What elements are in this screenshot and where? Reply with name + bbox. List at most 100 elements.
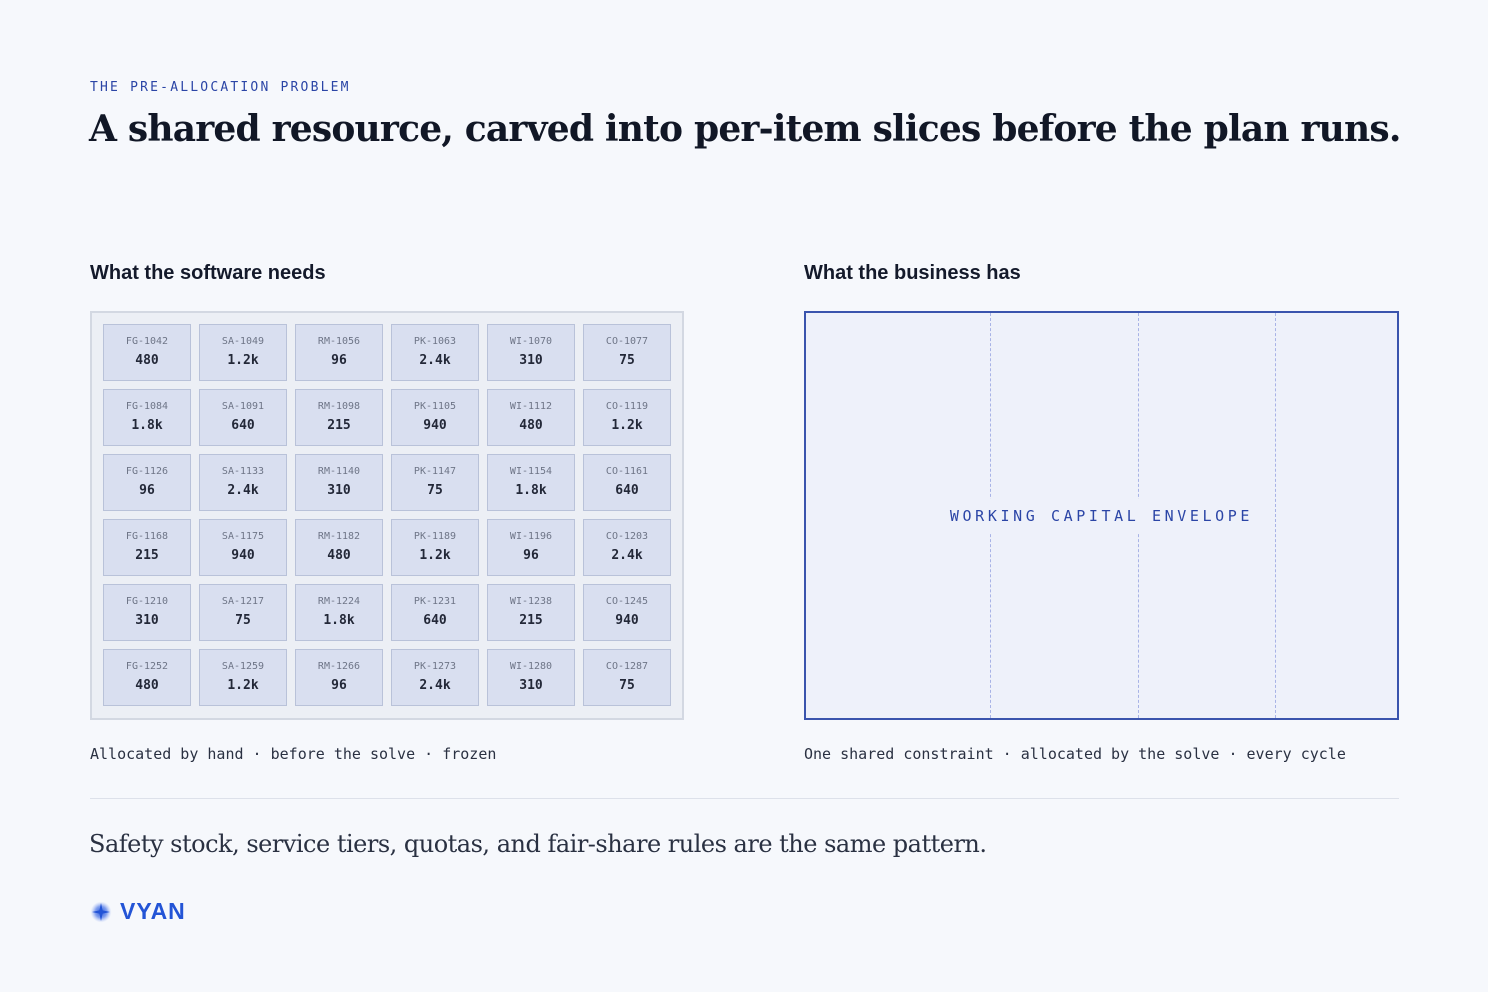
allocation-cell: WI-1112 480	[487, 389, 575, 446]
item-allocation-value: 75	[619, 678, 635, 693]
brand: VYAN	[90, 898, 186, 925]
item-allocation-value: 1.8k	[131, 418, 163, 433]
item-allocation-value: 1.8k	[515, 483, 547, 498]
item-allocation-value: 310	[135, 613, 159, 628]
item-code: CO-1203	[605, 531, 649, 542]
left-column-title: What the software needs	[90, 262, 326, 284]
item-code: RM-1098	[317, 401, 361, 412]
allocation-cell: RM-1140 310	[295, 454, 383, 511]
allocation-cell: WI-1280 310	[487, 649, 575, 706]
allocation-cell: WI-1196 96	[487, 519, 575, 576]
item-allocation-grid: FG-1042 480 SA-1049 1.2k RM-1056 96 PK-1063 2.4…	[90, 311, 684, 720]
allocation-cell: CO-1119 1.2k	[583, 389, 671, 446]
allocation-cell: SA-1259 1.2k	[199, 649, 287, 706]
item-allocation-value: 215	[327, 418, 351, 433]
item-allocation-value: 75	[235, 613, 251, 628]
item-code: PK-1063	[413, 336, 457, 347]
item-code: PK-1231	[413, 596, 457, 607]
allocation-cell: FG-1084 1.8k	[103, 389, 191, 446]
item-code: RM-1224	[317, 596, 361, 607]
item-allocation-value: 640	[615, 483, 639, 498]
item-code: CO-1245	[605, 596, 649, 607]
brand-name: VYAN	[120, 898, 186, 924]
item-allocation-value: 310	[519, 678, 543, 693]
item-allocation-value: 310	[519, 353, 543, 368]
item-code: CO-1161	[605, 466, 649, 477]
allocation-cell: RM-1224 1.8k	[295, 584, 383, 641]
item-allocation-value: 640	[231, 418, 255, 433]
envelope-label: WORKING CAPITAL ENVELOPE	[941, 499, 1262, 533]
item-code: SA-1175	[221, 531, 265, 542]
allocation-cell: CO-1077 75	[583, 324, 671, 381]
allocation-cell: PK-1273 2.4k	[391, 649, 479, 706]
left-caption: Allocated by hand · before the solve · f…	[90, 745, 497, 763]
allocation-cell: CO-1161 640	[583, 454, 671, 511]
footnote: Safety stock, service tiers, quotas, and…	[89, 830, 987, 858]
item-code: RM-1266	[317, 661, 361, 672]
item-allocation-value: 2.4k	[419, 353, 451, 368]
envelope-divider	[1275, 313, 1276, 718]
allocation-cell: FG-1126 96	[103, 454, 191, 511]
section-divider	[90, 798, 1399, 799]
right-column-title: What the business has	[804, 262, 1021, 284]
allocation-cell: WI-1154 1.8k	[487, 454, 575, 511]
item-allocation-value: 215	[519, 613, 543, 628]
item-allocation-value: 480	[135, 678, 159, 693]
allocation-cell: RM-1056 96	[295, 324, 383, 381]
allocation-cell: PK-1105 940	[391, 389, 479, 446]
item-allocation-value: 1.2k	[227, 678, 259, 693]
item-allocation-value: 96	[139, 483, 155, 498]
item-allocation-value: 2.4k	[419, 678, 451, 693]
allocation-cell: CO-1287 75	[583, 649, 671, 706]
item-allocation-value: 1.2k	[227, 353, 259, 368]
item-allocation-value: 1.8k	[323, 613, 355, 628]
item-code: WI-1070	[509, 336, 553, 347]
allocation-cell: FG-1210 310	[103, 584, 191, 641]
page-title: A shared resource, carved into per-item …	[89, 108, 1401, 150]
item-allocation-value: 480	[135, 353, 159, 368]
allocation-cell: RM-1182 480	[295, 519, 383, 576]
item-code: PK-1189	[413, 531, 457, 542]
item-code: FG-1042	[125, 336, 169, 347]
item-code: WI-1112	[509, 401, 553, 412]
item-code: SA-1091	[221, 401, 265, 412]
item-code: CO-1119	[605, 401, 649, 412]
item-code: RM-1140	[317, 466, 361, 477]
item-code: SA-1133	[221, 466, 265, 477]
allocation-cell: FG-1042 480	[103, 324, 191, 381]
item-allocation-value: 940	[423, 418, 447, 433]
item-code: WI-1238	[509, 596, 553, 607]
working-capital-envelope: WORKING CAPITAL ENVELOPE	[804, 311, 1399, 720]
item-code: PK-1147	[413, 466, 457, 477]
allocation-cell: PK-1147 75	[391, 454, 479, 511]
item-code: SA-1049	[221, 336, 265, 347]
allocation-cell: FG-1252 480	[103, 649, 191, 706]
item-allocation-value: 2.4k	[611, 548, 643, 563]
item-allocation-value: 480	[327, 548, 351, 563]
item-code: CO-1077	[605, 336, 649, 347]
item-code: PK-1273	[413, 661, 457, 672]
item-allocation-value: 96	[331, 353, 347, 368]
allocation-cell: RM-1098 215	[295, 389, 383, 446]
item-allocation-value: 940	[231, 548, 255, 563]
allocation-cell: SA-1217 75	[199, 584, 287, 641]
allocation-cell: PK-1063 2.4k	[391, 324, 479, 381]
item-allocation-value: 640	[423, 613, 447, 628]
item-code: RM-1182	[317, 531, 361, 542]
item-code: WI-1196	[509, 531, 553, 542]
allocation-cell: FG-1168 215	[103, 519, 191, 576]
allocation-cell: WI-1070 310	[487, 324, 575, 381]
item-code: WI-1154	[509, 466, 553, 477]
item-allocation-value: 1.2k	[611, 418, 643, 433]
item-allocation-value: 310	[327, 483, 351, 498]
item-allocation-value: 215	[135, 548, 159, 563]
allocation-cell: RM-1266 96	[295, 649, 383, 706]
allocation-cell: PK-1189 1.2k	[391, 519, 479, 576]
item-allocation-value: 2.4k	[227, 483, 259, 498]
item-code: FG-1252	[125, 661, 169, 672]
allocation-cell: SA-1133 2.4k	[199, 454, 287, 511]
right-caption: One shared constraint · allocated by the…	[804, 745, 1346, 763]
allocation-cell: SA-1049 1.2k	[199, 324, 287, 381]
item-code: SA-1259	[221, 661, 265, 672]
eyebrow-label: THE PRE-ALLOCATION PROBLEM	[90, 80, 351, 95]
